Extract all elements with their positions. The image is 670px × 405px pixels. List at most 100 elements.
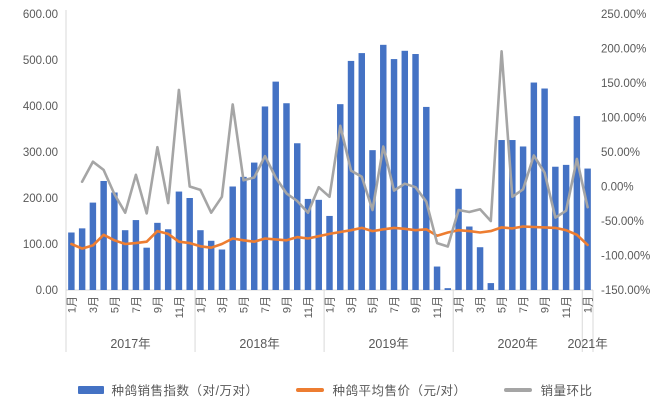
x-axis-month-tick: 11月 [432, 296, 444, 318]
bar-series-swatch [77, 385, 104, 394]
x-axis-month-tick: 5月 [497, 296, 509, 313]
sales-index-bar [261, 106, 269, 291]
sales-index-bar [358, 53, 365, 290]
sales-index-bar [164, 229, 172, 290]
x-axis-month-tick: 1月 [454, 296, 466, 313]
x-axis-year-label: 2021年 [567, 337, 607, 351]
sales-index-bar [390, 59, 398, 290]
x-axis-month-tick: 9月 [281, 296, 293, 313]
sales-index-bar [541, 88, 548, 291]
sales-index-bar [423, 106, 430, 290]
x-axis-month-tick: 11月 [561, 296, 573, 318]
sales-index-bar [476, 247, 484, 290]
mom-ratio-line [80, 49, 589, 248]
sales-index-bar [132, 220, 140, 290]
sales-index-bar [68, 232, 75, 290]
x-axis-month-tick: 9月 [540, 296, 552, 313]
y-axis-right-tick: 200.00% [601, 44, 646, 56]
legend-label-avg-price: 种鸽平均售价（元/对） [332, 384, 467, 398]
sales-index-bar [562, 164, 570, 290]
sales-index-bar [337, 104, 344, 290]
sales-index-bar [455, 188, 462, 290]
sales-index-bar [240, 176, 247, 290]
y-axis-right-tick: 0.00% [601, 182, 634, 194]
sales-index-bar [401, 50, 409, 290]
sales-index-bar [207, 240, 215, 290]
legend-label-sales-index: 种鸽销售指数（对/万对） [111, 384, 259, 398]
x-axis-month-tick: 7月 [389, 296, 401, 313]
sales-index-bar [530, 82, 538, 290]
legend-item-mom[interactable]: 销量环比 [504, 380, 592, 399]
y-axis-left-tick: 0.00 [36, 285, 58, 297]
sales-index-bar [466, 226, 473, 290]
sales-index-bar [498, 140, 505, 290]
price-series-swatch [296, 387, 325, 392]
sales-index-bar [218, 249, 226, 290]
y-axis-right-tick: 150.00% [601, 78, 646, 90]
y-axis-left-tick: 500.00 [23, 55, 58, 67]
sales-index-bar [143, 247, 150, 290]
sales-index-bar [250, 162, 258, 290]
sales-index-bar [304, 198, 312, 290]
x-axis-year-label: 2018年 [239, 337, 279, 351]
y-axis-right-tick: 250.00% [601, 9, 646, 21]
sales-index-bar [326, 215, 333, 290]
sales-index-bar [519, 146, 527, 290]
sales-index-bar [573, 116, 581, 291]
x-axis-month-tick: 5月 [109, 296, 121, 313]
y-axis-right-tick: -100.00% [601, 251, 650, 263]
sales-index-bar [121, 230, 129, 290]
x-axis-month-tick: 7月 [131, 296, 143, 313]
chart-legend: 种鸽销售指数（对/万对） 种鸽平均售价（元/对） 销量环比 [0, 380, 670, 399]
x-axis-month-tick: 1月 [66, 296, 78, 313]
x-axis-month-tick: 1月 [583, 296, 595, 313]
sales-index-bar [294, 143, 301, 290]
x-axis-month-tick: 11月 [174, 296, 186, 318]
x-axis-year-label: 2017年 [110, 337, 150, 351]
x-axis-year-label: 2019年 [368, 337, 408, 351]
sales-index-bar [433, 266, 441, 290]
x-axis-month-tick: 1月 [325, 296, 337, 313]
x-axis-month-tick: 11月 [303, 296, 315, 318]
x-axis-year-label: 2020年 [498, 337, 538, 351]
sales-index-bar [369, 150, 376, 290]
legend-item-sales-index[interactable]: 种鸽销售指数（对/万对） [77, 380, 259, 399]
x-axis-month-tick: 3月 [346, 296, 358, 313]
sales-index-bar [283, 103, 290, 291]
legend-item-avg-price[interactable]: 种鸽平均售价（元/对） [296, 380, 466, 399]
x-axis-month-tick: 5月 [238, 296, 250, 313]
sales-index-bar [412, 54, 419, 290]
x-axis-month-tick: 5月 [368, 296, 380, 313]
x-axis-month-tick: 3月 [475, 296, 487, 313]
y-axis-right-tick: 50.00% [601, 147, 640, 159]
x-axis-month-tick: 1月 [195, 296, 207, 313]
legend-label-mom: 销量环比 [540, 384, 593, 398]
sales-index-bar [380, 44, 387, 290]
sales-index-bar [584, 168, 591, 290]
sales-index-bar [154, 222, 161, 290]
sales-index-bar [78, 228, 86, 290]
x-axis-month-tick: 3月 [88, 296, 100, 313]
mom-series-swatch [504, 387, 533, 392]
x-axis-month-tick: 7月 [518, 296, 530, 313]
y-axis-left-tick: 400.00 [23, 101, 58, 113]
sales-index-bar [347, 60, 355, 290]
y-axis-left-tick: 200.00 [23, 193, 58, 205]
y-axis-left-tick: 600.00 [23, 9, 58, 21]
sales-index-bar [444, 288, 452, 290]
x-axis-month-tick: 9月 [152, 296, 164, 313]
y-axis-left-tick: 100.00 [23, 239, 58, 251]
x-axis-month-tick: 3月 [217, 296, 229, 313]
sales-index-bar [197, 230, 204, 290]
y-axis-right-tick: -150.00% [601, 285, 650, 297]
sales-index-bar [315, 199, 322, 290]
y-axis-left-tick: 300.00 [23, 147, 58, 159]
avg-price-line [70, 225, 589, 250]
y-axis-right-tick: 100.00% [601, 113, 646, 125]
sales-index-bar [509, 140, 516, 290]
x-axis-month-tick: 7月 [260, 296, 272, 313]
x-axis-month-tick: 9月 [411, 296, 423, 313]
sales-index-bar [272, 81, 279, 291]
